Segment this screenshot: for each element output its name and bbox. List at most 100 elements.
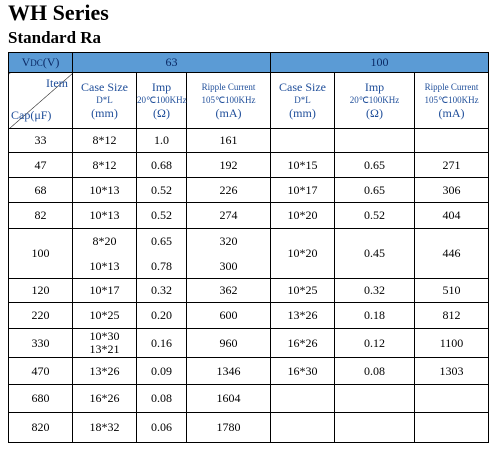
cell-line: 18*32	[89, 420, 120, 434]
cell-line: 10*15	[287, 157, 318, 172]
value-cell: 161	[185, 128, 272, 153]
value-cell: 10*20	[270, 202, 336, 229]
value-cell: 1780	[185, 412, 272, 443]
column-header-line: 105℃100KHz	[424, 95, 479, 105]
value-cell: 8*12	[72, 128, 137, 153]
column-header-line: (Ω)	[153, 106, 170, 120]
cell-line: 13*26	[89, 363, 120, 378]
cell-line: 10*20	[287, 246, 318, 260]
column-header-line: Imp	[151, 80, 172, 94]
cell-line: 0.52	[151, 208, 172, 222]
data-row: 470 13*26 0.09 1346 16*30 0.08 1303	[8, 357, 490, 385]
item-cap-header: Item Cap(μF)	[8, 72, 73, 129]
cell-line: 13*26	[287, 308, 318, 322]
value-cell: 16*26	[270, 328, 336, 358]
cell-line: 0.32	[364, 283, 386, 297]
cell-line: 1780	[216, 420, 241, 434]
cap-cell: 330	[8, 328, 73, 358]
value-cell: 1303	[414, 357, 490, 385]
cap-cell: 820	[8, 412, 73, 443]
data-row: 220 10*25 0.20 600 13*26 0.18 812	[8, 302, 490, 329]
cell-line: 161	[219, 133, 238, 147]
cell-line: 0.45	[364, 246, 386, 260]
cell-line: 10*13	[89, 258, 120, 273]
column-header-line: Ripple Current	[201, 82, 256, 92]
cell-line: 13*21	[89, 342, 120, 356]
cell-line: 320	[219, 233, 238, 248]
column-header-line: 20℃100KHz	[349, 95, 400, 105]
value-cell: 1604	[185, 384, 272, 413]
value-cell: 16*26	[72, 384, 137, 413]
column-header: Imp 20℃100KHz (Ω)	[334, 72, 416, 129]
value-cell: 10*13	[72, 202, 137, 229]
cell-line: 300	[219, 258, 238, 273]
value-cell: 13*26	[270, 302, 336, 329]
cell-line: 0.65	[151, 233, 172, 248]
data-row: 120 10*17 0.32 362 10*25 0.32 510	[8, 278, 490, 303]
column-header-line: 20℃100KHz	[137, 95, 187, 105]
column-header-line: Case Size	[279, 80, 327, 94]
value-cell: 10*25	[270, 278, 336, 303]
value-cell: 0.20	[136, 302, 187, 329]
cell-line: 812	[442, 308, 461, 322]
value-cell: 10*13	[72, 177, 137, 203]
cell-line: 1346	[216, 363, 241, 378]
column-header: Case Size D*L (mm)	[72, 72, 137, 129]
value-cell: 1.0	[136, 128, 187, 153]
voltage: 100	[270, 52, 490, 73]
column-header: Imp 20℃100KHz (Ω)	[136, 72, 187, 129]
data-row: 330 10*30 13*21 0.16 960 16*26 0.12 1100	[8, 328, 490, 358]
value-cell	[334, 412, 416, 443]
cap-cell: 100	[8, 228, 73, 279]
cap-cell: 470	[8, 357, 73, 385]
value-cell	[334, 128, 416, 153]
cell-line: 0.52	[151, 182, 172, 197]
value-cell: 0.68	[136, 152, 187, 178]
cell-line: 10*13	[89, 208, 120, 222]
cell-line: 16*26	[287, 335, 318, 350]
value-cell: 0.18	[334, 302, 416, 329]
column-header: Case Size D*L (mm)	[270, 72, 336, 129]
cell-line: 1.0	[154, 133, 169, 147]
value-cell: 8*20 10*13	[72, 228, 137, 279]
cell-line: 960	[219, 335, 238, 350]
voltage: 63	[71, 52, 272, 73]
value-cell: 16*30	[270, 357, 336, 385]
value-cell: 446	[414, 228, 490, 279]
value-cell: 10*17	[270, 177, 336, 203]
column-header-line: (mm)	[91, 106, 118, 120]
value-cell: 510	[414, 278, 490, 303]
value-cell: 13*26	[72, 357, 137, 385]
column-header-line: (Ω)	[366, 106, 383, 120]
title: WH Series	[8, 0, 109, 25]
value-cell: 0.45	[334, 228, 416, 279]
cell-line: 0.32	[151, 283, 172, 297]
spec-table: VDC(V) 63 100 Item Cap(μF) Case Size D*L(…	[8, 52, 490, 443]
cell-line: 446	[442, 246, 461, 260]
voltage-label: VDC(V)	[8, 52, 73, 73]
cap-cell: 33	[8, 128, 73, 153]
value-cell: 1346	[185, 357, 272, 385]
value-cell: 0.32	[136, 278, 187, 303]
cell-line: 192	[219, 157, 238, 172]
cell-line: 226	[219, 182, 238, 197]
data-row: 820 18*32 0.06 1780	[8, 412, 490, 443]
cell-line: 0.12	[364, 335, 386, 350]
column-header-line: Case Size	[81, 80, 128, 94]
cell-line: 1604	[216, 391, 241, 405]
cell-line: 10*30	[89, 329, 120, 343]
column-header-line: (mA)	[438, 106, 465, 120]
cell-line: 306	[442, 182, 461, 197]
cap-cell: 680	[8, 384, 73, 413]
cell-line: 0.06	[151, 420, 172, 434]
cell-line: 10*17	[89, 283, 120, 297]
value-cell: 10*20	[270, 228, 336, 279]
column-header-line: D*L	[96, 95, 113, 105]
value-cell: 18*32	[72, 412, 137, 443]
value-cell: 0.16	[136, 328, 187, 358]
cell-line: 10*25	[89, 308, 120, 322]
value-cell: 0.09	[136, 357, 187, 385]
value-cell	[334, 384, 416, 413]
value-cell: 274	[185, 202, 272, 229]
